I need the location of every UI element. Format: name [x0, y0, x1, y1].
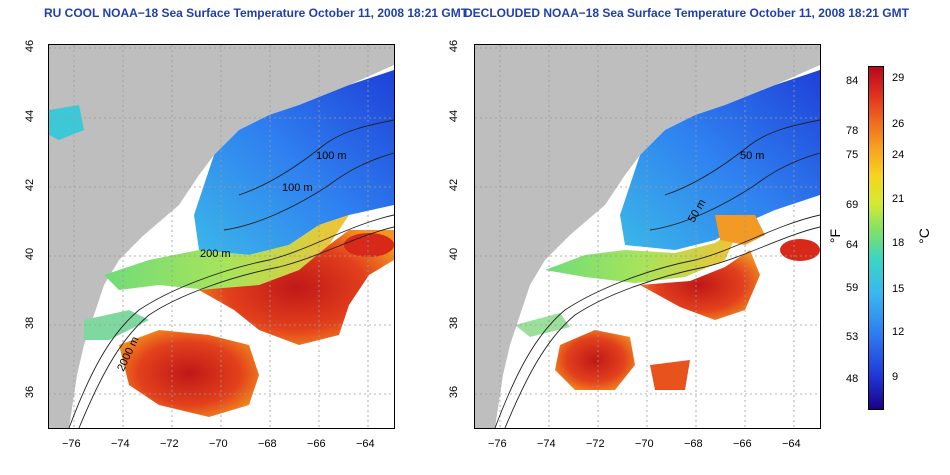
lat-tick-label: 40: [448, 247, 461, 261]
right-sst-map: [474, 44, 821, 429]
lon-tick-label: −64: [356, 438, 375, 450]
celsius-tick: 9: [892, 371, 899, 383]
fahrenheit-tick: 84: [846, 75, 859, 87]
contour-label: 100 m: [316, 150, 347, 162]
lat-tick-label: 42: [24, 178, 37, 192]
lon-tick-label: −76: [62, 438, 81, 450]
lat-tick-label: 38: [24, 316, 37, 330]
lon-tick-label: −72: [586, 438, 605, 450]
lat-tick-label: 44: [448, 109, 461, 123]
lat-tick-label: 46: [24, 39, 37, 53]
left-sst-map: [48, 44, 395, 429]
left-panel-title: RU COOL NOAA−18 Sea Surface Temperature …: [44, 6, 469, 20]
fahrenheit-tick: 59: [846, 282, 859, 294]
celsius-tick: 15: [892, 283, 905, 295]
contour-label: 100 m: [282, 182, 313, 194]
land-region: [49, 45, 394, 428]
lon-tick-label: −74: [537, 438, 556, 450]
lon-tick-label: −70: [209, 438, 228, 450]
lon-tick-label: −68: [684, 438, 703, 450]
temperature-colorbar: [868, 66, 884, 410]
lat-tick-label: 38: [448, 316, 461, 330]
fahrenheit-tick: 78: [846, 125, 859, 137]
fahrenheit-unit-label: °F: [827, 228, 844, 244]
lon-tick-label: −74: [111, 438, 130, 450]
lon-tick-label: −64: [782, 438, 801, 450]
celsius-tick: 24: [892, 149, 905, 161]
lat-tick-label: 36: [448, 385, 461, 399]
celsius-tick: 12: [892, 326, 905, 338]
lat-tick-label: 40: [24, 247, 37, 261]
lon-tick-label: −76: [488, 438, 507, 450]
fahrenheit-tick: 69: [846, 199, 859, 211]
fahrenheit-tick: 75: [846, 149, 859, 161]
lon-tick-label: −66: [733, 438, 752, 450]
lon-tick-label: −72: [160, 438, 179, 450]
lon-tick-label: −70: [635, 438, 654, 450]
lat-tick-label: 42: [448, 178, 461, 192]
land-region: [475, 45, 820, 428]
right-panel-title: DECLOUDED NOAA−18 Sea Surface Temperatur…: [464, 6, 909, 20]
fahrenheit-tick: 53: [846, 331, 859, 343]
lat-tick-label: 44: [24, 109, 37, 123]
lat-tick-label: 46: [448, 39, 461, 53]
celsius-unit-label: °C: [915, 228, 932, 244]
celsius-tick: 21: [892, 193, 905, 205]
celsius-tick: 26: [892, 118, 905, 130]
fahrenheit-tick: 64: [846, 239, 859, 251]
celsius-tick: 29: [892, 72, 905, 84]
lat-tick-label: 36: [24, 385, 37, 399]
contour-label: 50 m: [740, 150, 765, 162]
celsius-tick: 18: [892, 237, 905, 249]
contour-label: 200 m: [200, 248, 231, 260]
lon-tick-label: −66: [307, 438, 326, 450]
fahrenheit-tick: 48: [846, 373, 859, 385]
lon-tick-label: −68: [258, 438, 277, 450]
